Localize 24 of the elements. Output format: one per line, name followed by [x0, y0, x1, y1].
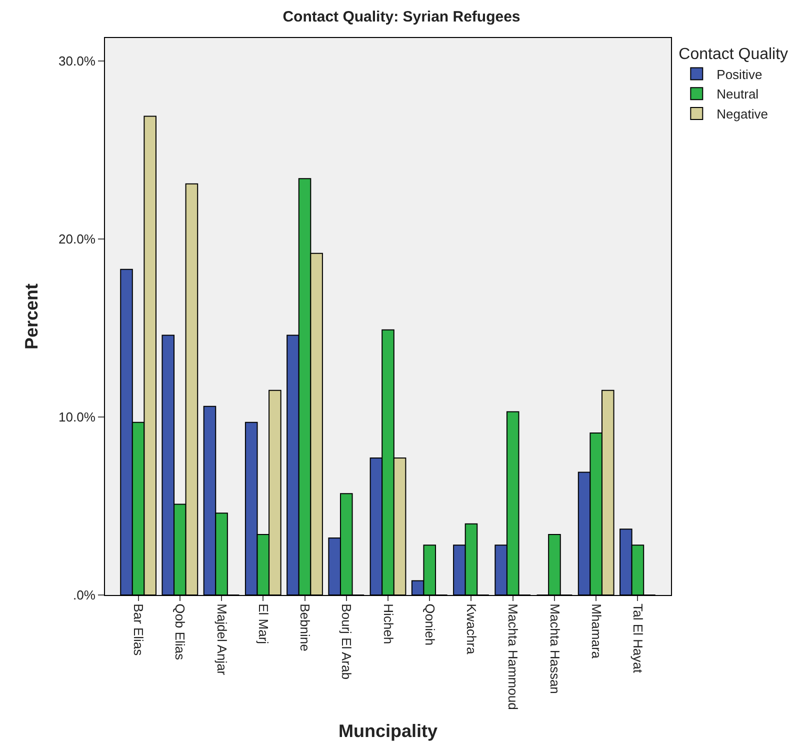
x-tick-label: Mhamara: [588, 604, 604, 660]
y-tick-label: 10.0%: [58, 410, 96, 425]
x-tick-label: Machta Hassan: [547, 604, 562, 694]
x-tick-label: Bourj El Arab: [339, 604, 354, 680]
x-axis-title: Muncipality: [338, 720, 438, 741]
x-tick-label: Kwachra: [464, 604, 480, 655]
y-tick-label: 20.0%: [58, 232, 96, 247]
x-tick-label: Qob Elias: [172, 604, 188, 660]
x-tick-label: Qonieh: [422, 604, 438, 646]
x-tick-label: Machta Hammoud: [506, 604, 521, 710]
y-tick-label: .0%: [72, 588, 96, 603]
x-tick-label: Bebnine: [298, 604, 313, 652]
legend-title: Contact Quality: [678, 46, 788, 63]
x-tick-label: Majdel Anjar: [214, 604, 230, 676]
y-axis-title: Percent: [22, 283, 42, 350]
y-tick-label: 30.0%: [58, 54, 96, 69]
x-tick-label: Hicheh: [380, 604, 396, 644]
x-tick-label: El Marj: [256, 604, 271, 644]
legend-label: Neutral: [716, 86, 759, 102]
x-tick-label: Bar Elias: [131, 604, 146, 656]
legend-label: Negative: [716, 106, 768, 122]
legend-label: Positive: [716, 66, 762, 82]
x-tick-label: Tal El Hayat: [630, 604, 646, 674]
chart-title: Contact Quality: Syrian Refugees: [282, 8, 520, 26]
